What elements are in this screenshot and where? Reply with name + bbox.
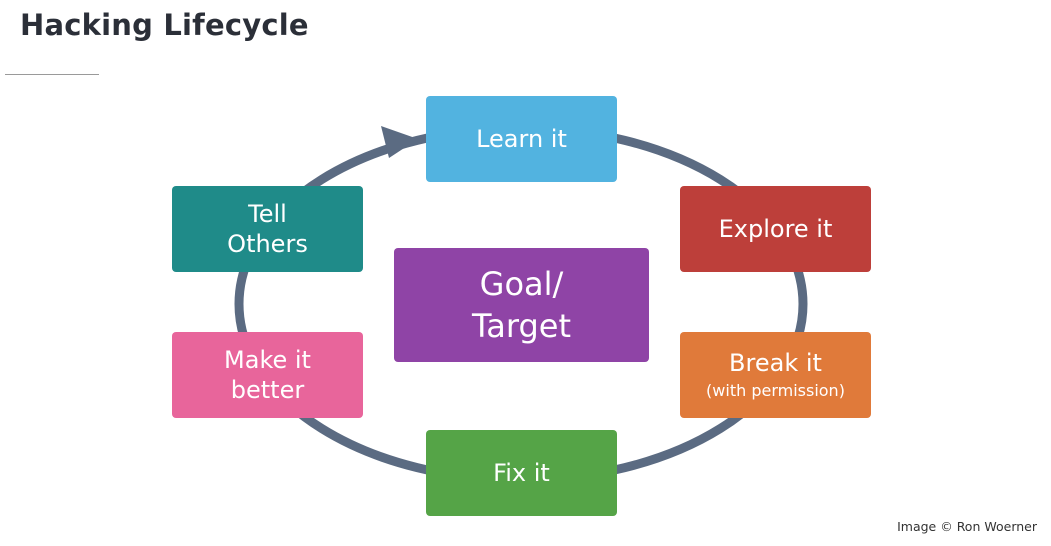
goal-target-label-line1: Goal/: [479, 265, 564, 303]
learn-it-label: Learn it: [476, 125, 567, 153]
make-it-better-label-line2: better: [230, 376, 305, 404]
tell-others-label-line2: Others: [227, 230, 308, 258]
fix-it-label: Fix it: [493, 459, 550, 487]
fix-it-box: Fix it: [426, 430, 617, 516]
tell-others-box: Tell Others: [172, 186, 363, 272]
break-it-sublabel: (with permission): [706, 381, 845, 400]
cycle-arrow-head: [381, 126, 418, 158]
break-it-label: Break it: [729, 349, 822, 377]
title-divider: [5, 74, 99, 75]
explore-it-label: Explore it: [718, 215, 833, 243]
goal-target-box: Goal/ Target: [394, 248, 649, 362]
make-it-better-box: Make it better: [172, 332, 363, 418]
page-title: Hacking Lifecycle: [20, 8, 309, 42]
make-it-better-label-line1: Make it: [224, 346, 311, 374]
tell-others-label-line1: Tell: [248, 200, 287, 228]
learn-it-box: Learn it: [426, 96, 617, 182]
break-it-box: Break it (with permission): [680, 332, 871, 418]
goal-target-label-line2: Target: [472, 307, 571, 345]
image-credit: Image © Ron Woerner: [897, 519, 1037, 534]
explore-it-box: Explore it: [680, 186, 871, 272]
